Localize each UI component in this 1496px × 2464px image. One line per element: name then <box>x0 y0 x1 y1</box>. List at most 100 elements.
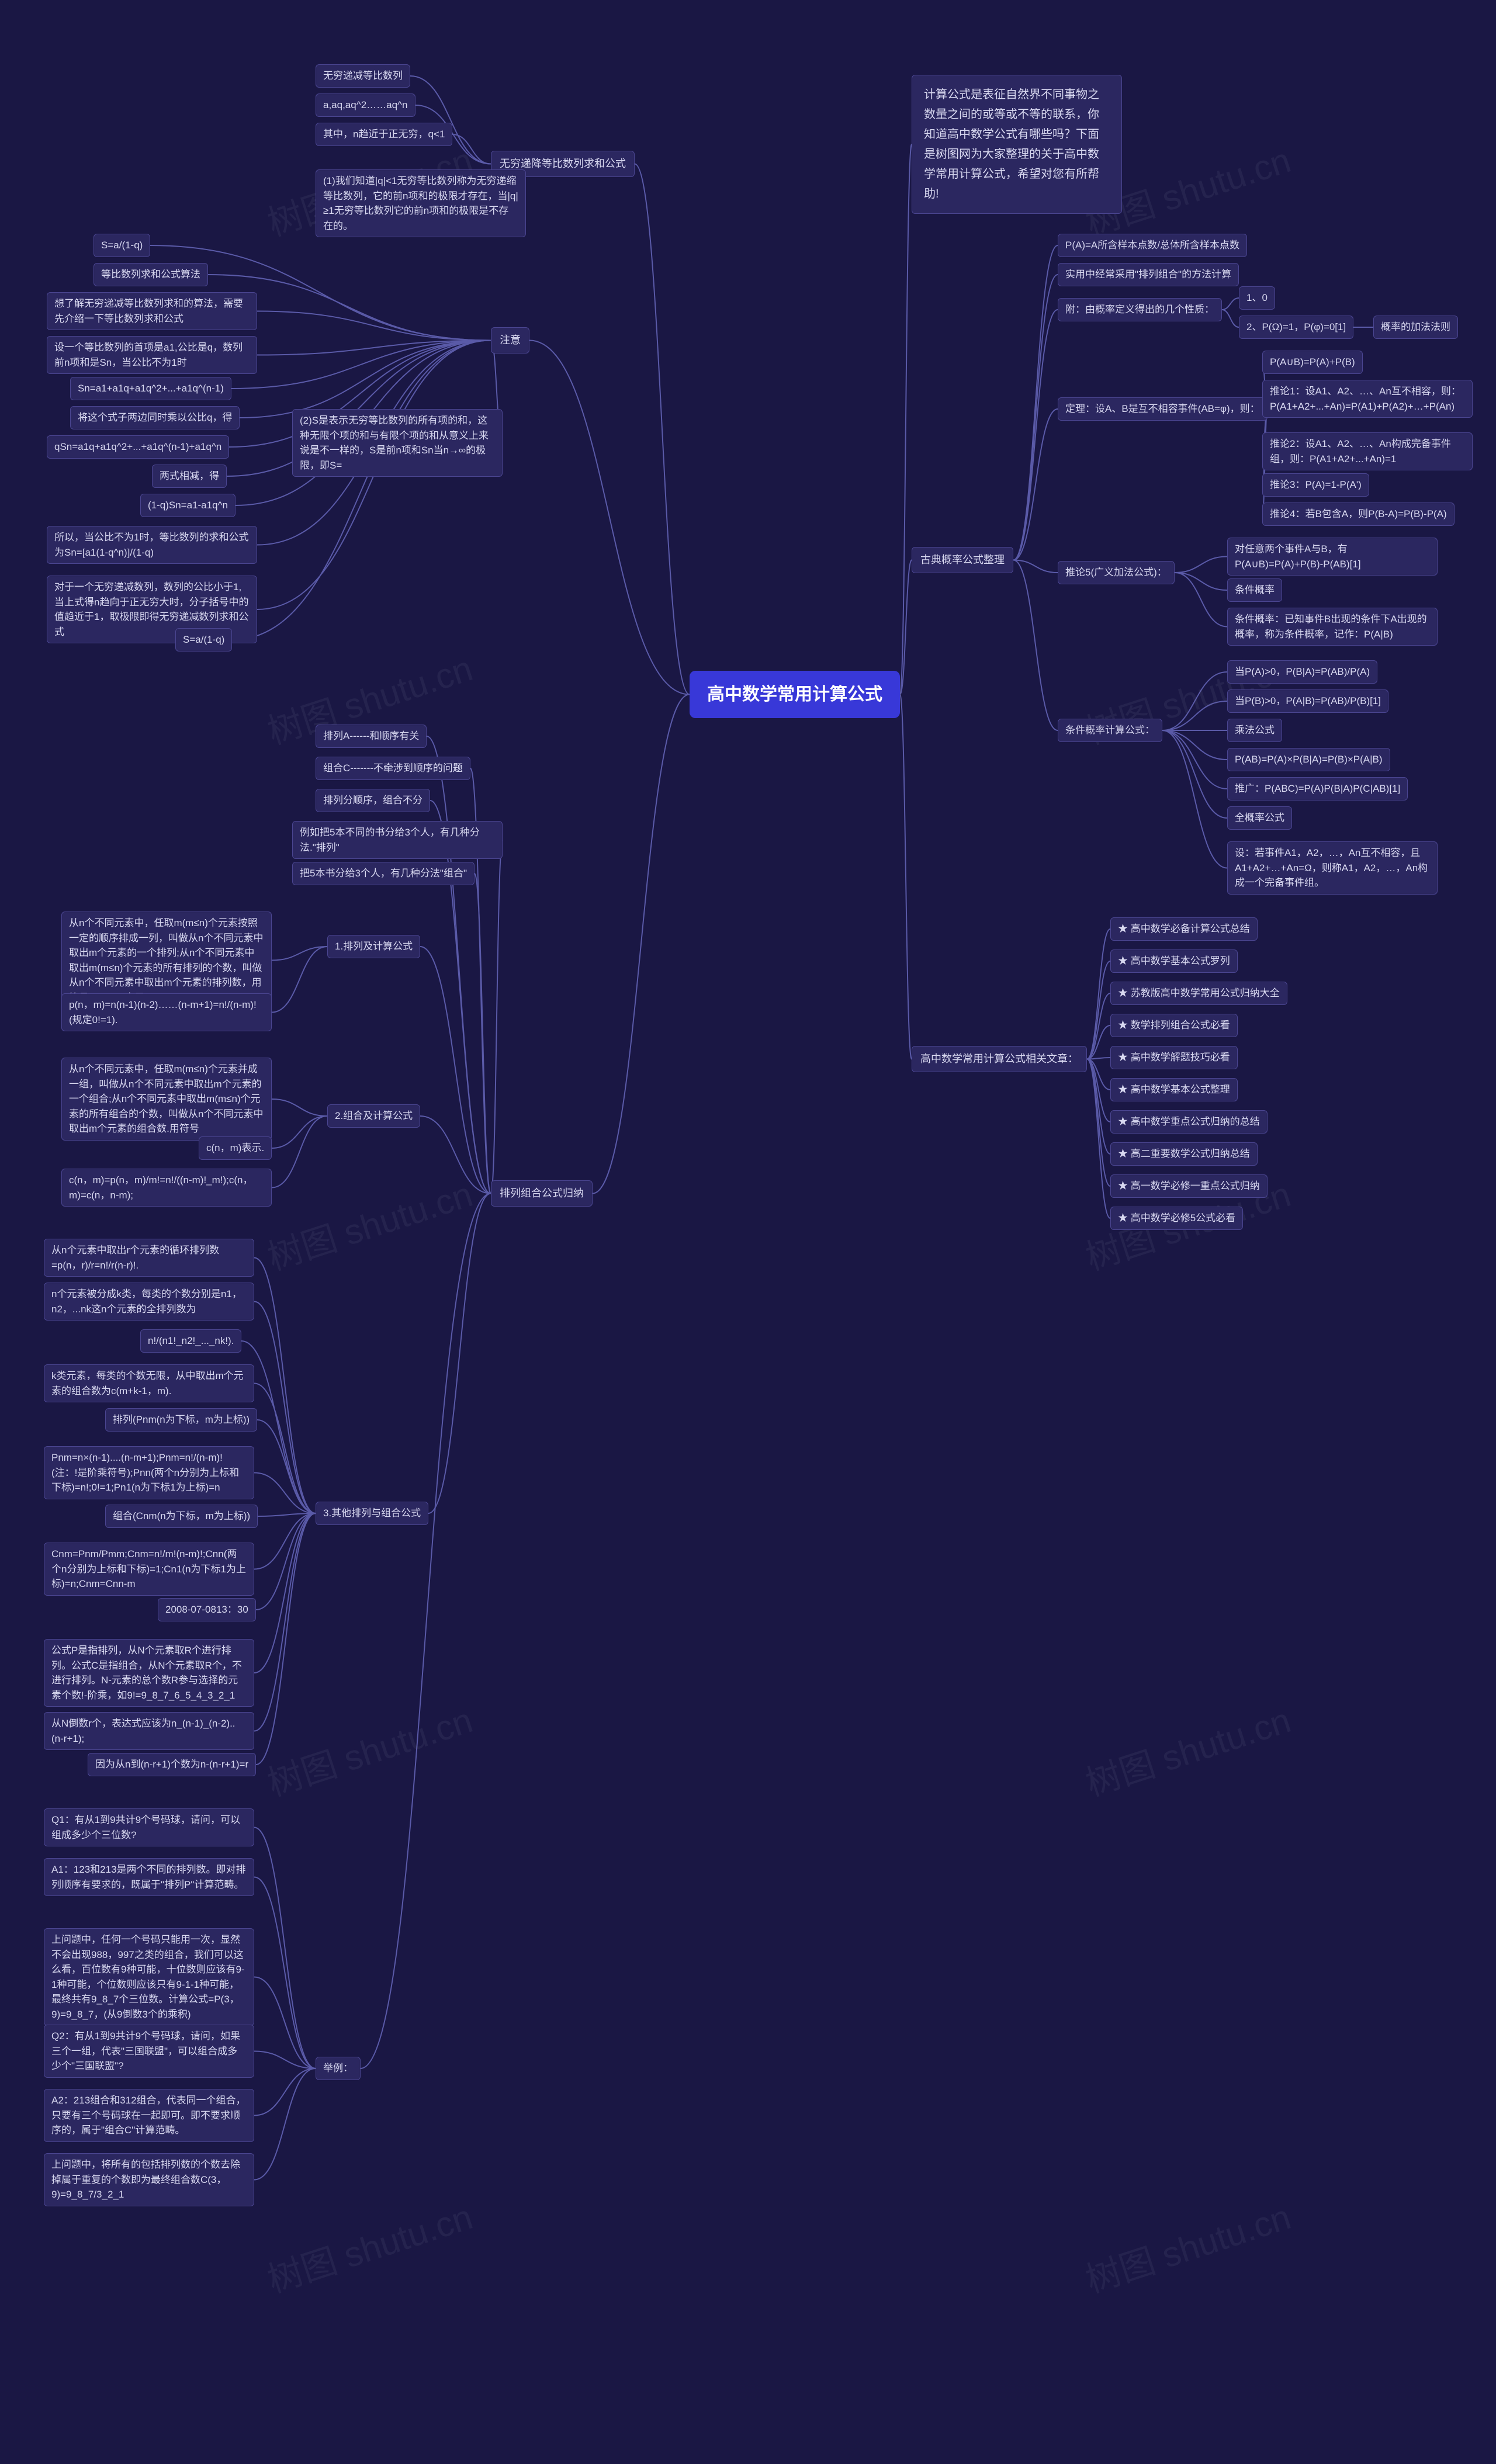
mindmap-node[interactable]: (2)S是表示无穷等比数列的所有项的和，这种无限个项的和与有限个项的和从意义上来… <box>292 409 503 477</box>
node-label: a,aq,aq^2……aq^n <box>323 99 408 110</box>
mindmap-node[interactable]: ★ 高二重要数学公式归纳总结 <box>1110 1142 1258 1166</box>
mindmap-node[interactable]: 1、0 <box>1239 286 1275 310</box>
mindmap-node[interactable]: 想了解无穷递减等比数列求和的算法，需要先介绍一下等比数列求和公式 <box>47 292 257 330</box>
mindmap-node[interactable]: 推广：P(ABC)=P(A)P(B|A)P(C|AB)[1] <box>1227 777 1408 800</box>
mindmap-node[interactable]: 例如把5本不同的书分给3个人，有几种分法."排列" <box>292 821 503 859</box>
mindmap-node[interactable]: ★ 高一数学必修一重点公式归纳 <box>1110 1174 1268 1198</box>
mindmap-node[interactable]: ★ 高中数学重点公式归纳的总结 <box>1110 1110 1268 1134</box>
mindmap-node[interactable]: 高中数学常用计算公式相关文章： <box>912 1046 1087 1072</box>
mindmap-node[interactable]: 设：若事件A1，A2，…，An互不相容，且A1+A2+…+An=Ω，则称A1，A… <box>1227 841 1438 895</box>
mindmap-node[interactable]: k类元素，每类的个数无限，从中取出m个元素的组合数为c(m+k-1，m). <box>44 1364 254 1402</box>
mindmap-node[interactable]: A2：213组合和312组合，代表同一个组合，只要有三个号码球在一起即可。即不要… <box>44 2089 254 2142</box>
mindmap-node[interactable]: 1.排列及计算公式 <box>327 935 420 958</box>
mindmap-node[interactable]: 无穷递减等比数列 <box>316 64 410 88</box>
mindmap-node[interactable]: Sn=a1+a1q+a1q^2+...+a1q^(n-1) <box>70 377 231 400</box>
mindmap-node[interactable]: 因为从n到(n-r+1)个数为n-(n-r+1)=r <box>88 1753 256 1776</box>
mindmap-node[interactable]: 从n个不同元素中，任取m(m≤n)个元素并成一组，叫做从n个不同元素中取出m个元… <box>61 1058 272 1141</box>
mindmap-node[interactable]: 古典概率公式整理 <box>912 547 1013 573</box>
mindmap-node[interactable]: 组合(Cnm(n为下标，m为上标)) <box>105 1505 258 1528</box>
mindmap-node[interactable]: Cnm=Pnm/Pmm;Cnm=n!/m!(n-m)!;Cnn(两个n分别为上标… <box>44 1543 254 1596</box>
mindmap-node[interactable]: 从n个元素中取出r个元素的循环排列数=p(n，r)/r=n!/r(n-r)!. <box>44 1239 254 1277</box>
mindmap-node[interactable]: 全概率公式 <box>1227 806 1292 830</box>
mindmap-node[interactable]: 条件概率 <box>1227 578 1282 602</box>
mindmap-node[interactable]: Q1：有从1到9共计9个号码球，请问，可以组成多少个三位数? <box>44 1808 254 1846</box>
mindmap-node[interactable]: 其中，n趋近于正无穷，q<1 <box>316 123 452 146</box>
mindmap-node[interactable]: 推论3：P(A)=1-P(A') <box>1262 473 1369 497</box>
mindmap-node[interactable]: 对任意两个事件A与B，有P(A∪B)=P(A)+P(B)-P(AB)[1] <box>1227 538 1438 576</box>
mindmap-node[interactable]: ★ 苏教版高中数学常用公式归纳大全 <box>1110 982 1287 1005</box>
node-label: n个元素被分成k类，每类的个数分别是n1，n2，...nk这n个元素的全排列数为 <box>51 1288 242 1315</box>
mindmap-node[interactable]: (1-q)Sn=a1-a1q^n <box>140 494 236 517</box>
mindmap-node[interactable]: 2.组合及计算公式 <box>327 1104 420 1128</box>
mindmap-node[interactable]: 上问题中，将所有的包括排列数的个数去除掉属于重复的个数即为最终组合数C(3，9)… <box>44 2153 254 2206</box>
mindmap-node[interactable]: ★ 高中数学基本公式罗列 <box>1110 949 1238 973</box>
mindmap-node[interactable]: Q2：有从1到9共计9个号码球，请问，如果三个一组，代表"三国联盟"，可以组合成… <box>44 2025 254 2078</box>
mindmap-node[interactable]: 当P(B)>0，P(A|B)=P(AB)/P(B)[1] <box>1227 689 1388 713</box>
mindmap-node[interactable]: 组合C-------不牵涉到顺序的问题 <box>316 757 470 780</box>
mindmap-node[interactable]: n个元素被分成k类，每类的个数分别是n1，n2，...nk这n个元素的全排列数为 <box>44 1283 254 1321</box>
mindmap-node[interactable]: 条件概率计算公式： <box>1058 719 1162 742</box>
mindmap-node[interactable]: P(A)=A所含样本点数/总体所含样本点数 <box>1058 234 1247 257</box>
mindmap-node[interactable]: P(A∪B)=P(A)+P(B) <box>1262 351 1363 374</box>
mindmap-node[interactable]: 实用中经常采用"排列组合"的方法计算 <box>1058 263 1239 286</box>
mindmap-node[interactable]: P(AB)=P(A)×P(B|A)=P(B)×P(A|B) <box>1227 748 1390 771</box>
mindmap-node[interactable]: 排列A------和顺序有关 <box>316 725 427 748</box>
mindmap-node[interactable]: 等比数列求和公式算法 <box>94 263 208 286</box>
mindmap-node[interactable]: 公式P是指排列，从N个元素取R个进行排列。公式C是指组合，从N个元素取R个，不进… <box>44 1639 254 1707</box>
mindmap-node[interactable]: 当P(A)>0，P(B|A)=P(AB)/P(A) <box>1227 660 1377 684</box>
mindmap-node[interactable]: 举例： <box>316 2057 361 2080</box>
node-label: 2、P(Ω)=1，P(φ)=0[1] <box>1246 321 1346 332</box>
mindmap-node[interactable]: 定理：设A、B是互不相容事件(AB=φ)，则： <box>1058 397 1268 421</box>
node-label: 全概率公式 <box>1235 812 1284 823</box>
mindmap-node[interactable]: ★ 高中数学基本公式整理 <box>1110 1078 1238 1101</box>
mindmap-node[interactable]: 排列分顺序，组合不分 <box>316 789 430 812</box>
node-label: 推论1：设A1、A2、…、An互不相容，则：P(A1+A2+...+An)=P(… <box>1270 386 1461 412</box>
mindmap-node[interactable]: 2、P(Ω)=1，P(φ)=0[1] <box>1239 316 1353 339</box>
mindmap-node[interactable]: 乘法公式 <box>1227 719 1282 742</box>
mindmap-node[interactable]: a,aq,aq^2……aq^n <box>316 93 415 117</box>
mindmap-node[interactable]: A1：123和213是两个不同的排列数。即对排列顺序有要求的，既属于"排列P"计… <box>44 1858 254 1896</box>
mindmap-node[interactable]: 高中数学常用计算公式 <box>690 671 900 718</box>
mindmap-node[interactable]: 上问题中，任何一个号码只能用一次，显然不会出现988，997之类的组合，我们可以… <box>44 1928 254 2026</box>
mindmap-node[interactable]: 所以，当公比不为1时，等比数列的求和公式为Sn=[a1(1-q^n)]/(1-q… <box>47 526 257 564</box>
mindmap-node[interactable]: 推论4：若B包含A，则P(B-A)=P(B)-P(A) <box>1262 502 1455 526</box>
mindmap-node[interactable]: S=a/(1-q) <box>94 234 150 257</box>
node-label: 高中数学常用计算公式相关文章： <box>920 1053 1078 1065</box>
mindmap-node[interactable]: 从N倒数r个，表达式应该为n_(n-1)_(n-2)..(n-r+1); <box>44 1712 254 1750</box>
mindmap-node[interactable]: 2008-07-0813：30 <box>158 1598 256 1621</box>
mindmap-node[interactable]: p(n，m)=n(n-1)(n-2)……(n-m+1)=n!/(n-m)!(规定… <box>61 993 272 1031</box>
mindmap-node[interactable]: 注意 <box>491 327 529 354</box>
mindmap-node[interactable]: c(n，m)=p(n，m)/m!=n!/((n-m)!_m!);c(n，m)=c… <box>61 1169 272 1207</box>
mindmap-node[interactable]: (1)我们知道|q|<1无穷等比数列称为无穷递缩等比数列，它的前n项和的极限才存… <box>316 169 526 237</box>
mindmap-node[interactable]: 附：由概率定义得出的几个性质： <box>1058 298 1222 321</box>
mindmap-node[interactable]: Pnm=n×(n-1)....(n-m+1);Pnm=n!/(n-m)!(注：!… <box>44 1446 254 1499</box>
mindmap-node[interactable]: 概率的加法法则 <box>1373 316 1458 339</box>
mindmap-node[interactable]: 排列组合公式归纳 <box>491 1180 593 1207</box>
mindmap-node[interactable]: qSn=a1q+a1q^2+...+a1q^(n-1)+a1q^n <box>47 435 229 459</box>
mindmap-node[interactable]: 推论1：设A1、A2、…、An互不相容，则：P(A1+A2+...+An)=P(… <box>1262 380 1473 418</box>
mindmap-node[interactable]: ★ 高中数学必备计算公式总结 <box>1110 917 1258 941</box>
mindmap-node[interactable]: 把5本书分给3个人，有几种分法"组合" <box>292 862 475 885</box>
node-label: 推论5(广义加法公式)： <box>1065 567 1167 578</box>
mindmap-node[interactable]: ★ 高中数学必修5公式必看 <box>1110 1207 1243 1230</box>
mindmap-node[interactable]: 推论2：设A1、A2、…、An构成完备事件组，则：P(A1+A2+...+An)… <box>1262 432 1473 470</box>
mindmap-node[interactable]: 排列(Pnm(n为下标，m为上标)) <box>105 1408 257 1432</box>
mindmap-node[interactable]: 两式相减，得 <box>152 465 227 488</box>
mindmap-node[interactable]: c(n，m)表示. <box>199 1136 272 1160</box>
mindmap-node[interactable]: S=a/(1-q) <box>175 628 232 651</box>
node-label: 概率的加法法则 <box>1381 321 1450 332</box>
watermark: 树图 shutu.cn <box>260 1692 478 1806</box>
mindmap-node[interactable]: 3.其他排列与组合公式 <box>316 1502 428 1525</box>
mindmap-node[interactable]: 推论5(广义加法公式)： <box>1058 561 1175 584</box>
node-label: 例如把5本不同的书分给3个人，有几种分法."排列" <box>300 827 480 853</box>
node-label: Q2：有从1到9共计9个号码球，请问，如果三个一组，代表"三国联盟"，可以组合成… <box>51 2030 240 2071</box>
node-label: 公式P是指排列，从N个元素取R个进行排列。公式C是指组合，从N个元素取R个，不进… <box>51 1645 242 1701</box>
mindmap-node[interactable]: 设一个等比数列的首项是a1,公比是q，数列前n项和是Sn，当公比不为1时 <box>47 336 257 374</box>
mindmap-node[interactable]: 将这个式子两边同时乘以公比q，得 <box>70 406 240 429</box>
mindmap-node[interactable]: 条件概率：已知事件B出现的条件下A出现的概率，称为条件概率，记作：P(A|B) <box>1227 608 1438 646</box>
mindmap-node[interactable]: 计算公式是表征自然界不同事物之数量之间的或等或不等的联系，你知道高中数学公式有哪… <box>912 75 1122 214</box>
mindmap-node[interactable]: n!/(n1!_n2!_..._nk!). <box>140 1329 241 1353</box>
node-label: ★ 数学排列组合公式必看 <box>1118 1020 1230 1031</box>
mindmap-node[interactable]: ★ 数学排列组合公式必看 <box>1110 1014 1238 1037</box>
mindmap-node[interactable]: ★ 高中数学解题技巧必看 <box>1110 1046 1238 1069</box>
